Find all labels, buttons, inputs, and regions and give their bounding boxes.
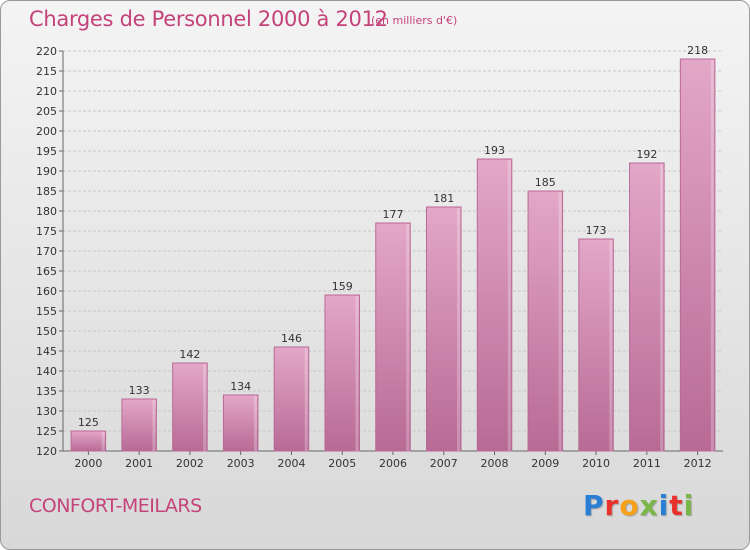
y-tick-label: 140 bbox=[36, 365, 57, 378]
bar-highlight bbox=[253, 396, 257, 451]
chart-title: Charges de Personnel 2000 à 2012 bbox=[29, 7, 388, 31]
bar-highlight bbox=[406, 224, 410, 451]
logo-letter: P bbox=[583, 489, 605, 522]
bar-highlight bbox=[507, 160, 511, 451]
value-label-2008: 193 bbox=[484, 144, 505, 157]
y-tick-label: 200 bbox=[36, 125, 57, 138]
bar-2007 bbox=[426, 206, 462, 452]
x-tick-label-2010: 2010 bbox=[582, 457, 610, 470]
bar-2002 bbox=[172, 362, 208, 452]
bar-2004 bbox=[273, 346, 310, 452]
y-tick-label: 170 bbox=[36, 245, 57, 258]
x-tick-label-2004: 2004 bbox=[277, 457, 305, 470]
logo-letter: t bbox=[669, 489, 684, 522]
logo-letter: r bbox=[604, 489, 620, 522]
bar-2012 bbox=[679, 58, 716, 452]
value-label-2000: 125 bbox=[78, 416, 99, 429]
proxiti-logo: Proxiti bbox=[583, 489, 694, 522]
labels: 120 125 130 135 140 145 150 155 160 165 170 175 180 1… bbox=[36, 44, 712, 470]
value-label-2010: 173 bbox=[586, 224, 607, 237]
bar-highlight bbox=[355, 296, 359, 451]
x-tick-label-2011: 2011 bbox=[633, 457, 661, 470]
bar-highlight bbox=[609, 240, 613, 451]
x-tick-label-2000: 2000 bbox=[74, 457, 102, 470]
y-tick-label: 210 bbox=[36, 85, 57, 98]
y-tick-label: 185 bbox=[36, 185, 57, 198]
x-tick-label-2002: 2002 bbox=[176, 457, 204, 470]
bar-highlight bbox=[710, 60, 714, 451]
commune-name: CONFORT-MEILARS bbox=[29, 495, 202, 517]
logo-letter: x bbox=[639, 489, 659, 522]
value-label-2006: 177 bbox=[383, 208, 404, 221]
x-tick-label-2001: 2001 bbox=[125, 457, 153, 470]
bar-highlight bbox=[304, 348, 308, 451]
chart-subtitle: (en milliers d'€) bbox=[371, 14, 458, 27]
y-tick-label: 190 bbox=[36, 165, 57, 178]
value-label-2003: 134 bbox=[230, 380, 251, 393]
value-label-2002: 142 bbox=[179, 348, 200, 361]
y-tick-label: 175 bbox=[36, 225, 57, 238]
y-tick-label: 120 bbox=[36, 445, 57, 458]
x-tick-label-2006: 2006 bbox=[379, 457, 407, 470]
logo-letter: i bbox=[658, 489, 670, 522]
y-tick-label: 215 bbox=[36, 65, 57, 78]
bar-2001 bbox=[121, 398, 157, 452]
y-tick-label: 155 bbox=[36, 305, 57, 318]
y-tick-label: 145 bbox=[36, 345, 57, 358]
x-tick-label-2005: 2005 bbox=[328, 457, 356, 470]
x-tick-label-2003: 2003 bbox=[227, 457, 255, 470]
value-label-2005: 159 bbox=[332, 280, 353, 293]
y-tick-label: 180 bbox=[36, 205, 57, 218]
logo-letter: i bbox=[683, 489, 695, 522]
value-label-2001: 133 bbox=[129, 384, 150, 397]
bar-highlight bbox=[152, 400, 156, 451]
bar-2009 bbox=[527, 190, 564, 452]
x-tick-label-2007: 2007 bbox=[430, 457, 458, 470]
value-label-2012: 218 bbox=[687, 44, 708, 57]
bar-highlight bbox=[558, 192, 562, 451]
bar-2000 bbox=[70, 430, 107, 452]
bar-highlight bbox=[203, 364, 207, 451]
y-tick-label: 220 bbox=[36, 45, 57, 58]
bar-2006 bbox=[375, 222, 411, 452]
value-label-2004: 146 bbox=[281, 332, 302, 345]
bar-highlight bbox=[660, 164, 664, 451]
y-tick-label: 165 bbox=[36, 265, 57, 278]
bar-2011 bbox=[629, 162, 665, 452]
value-label-2009: 185 bbox=[535, 176, 556, 189]
x-tick-label-2008: 2008 bbox=[481, 457, 509, 470]
y-tick-label: 130 bbox=[36, 405, 57, 418]
y-tick-label: 135 bbox=[36, 385, 57, 398]
y-tick-label: 125 bbox=[36, 425, 57, 438]
x-tick-label-2012: 2012 bbox=[684, 457, 712, 470]
bar-highlight bbox=[101, 432, 105, 451]
bar-highlight bbox=[457, 208, 461, 451]
y-tick-label: 205 bbox=[36, 105, 57, 118]
value-label-2011: 192 bbox=[636, 148, 657, 161]
bar-2005 bbox=[324, 294, 360, 452]
bar-2003 bbox=[222, 394, 259, 452]
logo-letter: o bbox=[619, 489, 640, 522]
bar-2010 bbox=[578, 238, 614, 452]
bar-2008 bbox=[476, 158, 513, 452]
y-tick-label: 160 bbox=[36, 285, 57, 298]
y-tick-label: 150 bbox=[36, 325, 57, 338]
bars bbox=[70, 58, 716, 452]
value-label-2007: 181 bbox=[433, 192, 454, 205]
x-tick-label-2009: 2009 bbox=[531, 457, 559, 470]
y-tick-label: 195 bbox=[36, 145, 57, 158]
